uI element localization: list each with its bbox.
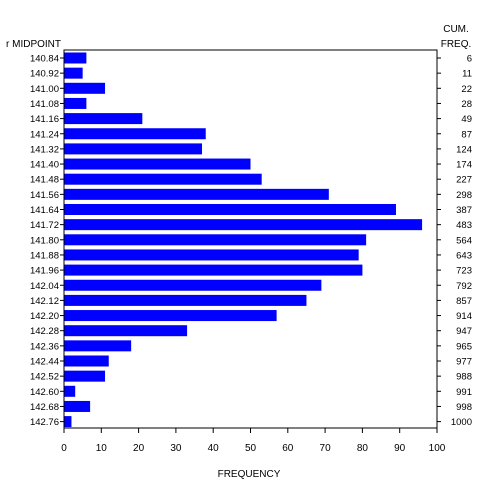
cum-freq-label: 11 bbox=[462, 69, 472, 80]
bar bbox=[64, 249, 359, 261]
bar bbox=[64, 294, 307, 306]
bar bbox=[64, 416, 72, 428]
bar bbox=[64, 385, 76, 397]
bar bbox=[64, 143, 203, 155]
cum-freq-label: 28 bbox=[461, 99, 472, 110]
cum-freq-label: 87 bbox=[461, 129, 472, 140]
cum-freq-label: 998 bbox=[456, 402, 472, 413]
cum-freq-label: 387 bbox=[456, 205, 472, 216]
bar bbox=[64, 97, 87, 109]
x-tick-label: 0 bbox=[61, 443, 67, 454]
category-label: 142.20 bbox=[30, 311, 59, 322]
category-header: r MIDPOINT bbox=[6, 39, 61, 50]
category-label: 142.76 bbox=[30, 417, 59, 428]
bar bbox=[64, 82, 106, 94]
category-label: 141.56 bbox=[30, 190, 59, 201]
cum-freq-label: 977 bbox=[456, 357, 472, 368]
cum-freq-label: 988 bbox=[456, 372, 472, 383]
category-label: 141.08 bbox=[30, 99, 59, 110]
cum-freq-label: 298 bbox=[456, 190, 472, 201]
cum-freq-label: 174 bbox=[456, 160, 472, 171]
category-label: 140.84 bbox=[30, 54, 59, 65]
cum-freq-label: 991 bbox=[456, 387, 472, 398]
bar bbox=[64, 158, 251, 170]
category-label: 142.60 bbox=[30, 387, 59, 398]
x-tick-label: 20 bbox=[133, 443, 145, 454]
x-tick-label: 50 bbox=[245, 443, 257, 454]
cum-freq-label: 723 bbox=[456, 266, 472, 277]
category-label: 142.36 bbox=[30, 341, 59, 352]
cum-freq-label: 564 bbox=[456, 235, 472, 246]
cum-freq-label: 857 bbox=[456, 296, 472, 307]
bar bbox=[64, 234, 367, 246]
cum-freq-label: 947 bbox=[456, 326, 472, 337]
category-label: 142.12 bbox=[30, 296, 59, 307]
bar bbox=[64, 310, 277, 322]
category-label: 141.72 bbox=[30, 220, 59, 231]
cum-header-line2: FREQ. bbox=[441, 39, 472, 50]
bar bbox=[64, 264, 363, 276]
x-tick-label: 90 bbox=[394, 443, 406, 454]
bar bbox=[64, 279, 322, 291]
cum-freq-label: 227 bbox=[456, 175, 472, 186]
cum-freq-label: 49 bbox=[461, 114, 472, 125]
category-label: 141.96 bbox=[30, 266, 59, 277]
category-label: 141.80 bbox=[30, 235, 59, 246]
category-label: 141.16 bbox=[30, 114, 59, 125]
bar bbox=[64, 113, 143, 125]
cum-freq-label: 6 bbox=[467, 54, 472, 65]
category-label: 142.44 bbox=[30, 357, 59, 368]
bar bbox=[64, 67, 83, 79]
cum-freq-label: 643 bbox=[456, 250, 472, 261]
bar bbox=[64, 219, 423, 231]
category-label: 141.32 bbox=[30, 144, 59, 155]
cum-freq-label: 22 bbox=[461, 84, 472, 95]
x-tick-label: 40 bbox=[208, 443, 220, 454]
category-label: 142.68 bbox=[30, 402, 59, 413]
category-label: 141.64 bbox=[30, 205, 59, 216]
category-label: 141.00 bbox=[30, 84, 59, 95]
cum-header-line1: CUM. bbox=[443, 24, 469, 35]
x-axis-label: FREQUENCY bbox=[218, 469, 281, 480]
cum-freq-label: 792 bbox=[456, 281, 472, 292]
x-tick-label: 100 bbox=[429, 443, 446, 454]
bar bbox=[64, 370, 106, 382]
category-label: 141.88 bbox=[30, 250, 59, 261]
category-label: 141.24 bbox=[30, 129, 59, 140]
category-label: 142.52 bbox=[30, 372, 59, 383]
x-tick-label: 10 bbox=[96, 443, 108, 454]
category-label: 141.48 bbox=[30, 175, 59, 186]
bar bbox=[64, 173, 262, 185]
category-label: 142.04 bbox=[30, 281, 59, 292]
x-tick-label: 30 bbox=[170, 443, 182, 454]
bar bbox=[64, 188, 329, 200]
bar bbox=[64, 400, 91, 412]
category-label: 140.92 bbox=[30, 69, 59, 80]
cum-freq-label: 914 bbox=[456, 311, 472, 322]
cum-freq-label: 965 bbox=[456, 341, 472, 352]
bar bbox=[64, 52, 87, 64]
plot-area: 140.84 6 140.92 11 141.00 22 141.08 28 141.16 49 1… bbox=[30, 49, 472, 454]
bar bbox=[64, 128, 206, 140]
category-label: 141.40 bbox=[30, 160, 59, 171]
bar bbox=[64, 325, 188, 337]
x-tick-label: 80 bbox=[357, 443, 369, 454]
x-tick-label: 60 bbox=[282, 443, 294, 454]
cum-freq-label: 1000 bbox=[451, 417, 472, 428]
category-label: 142.28 bbox=[30, 326, 59, 337]
bar bbox=[64, 340, 132, 352]
cum-freq-label: 483 bbox=[456, 220, 472, 231]
cum-freq-label: 124 bbox=[456, 144, 472, 155]
bar bbox=[64, 355, 109, 367]
bar bbox=[64, 204, 396, 215]
x-tick-label: 70 bbox=[320, 443, 332, 454]
